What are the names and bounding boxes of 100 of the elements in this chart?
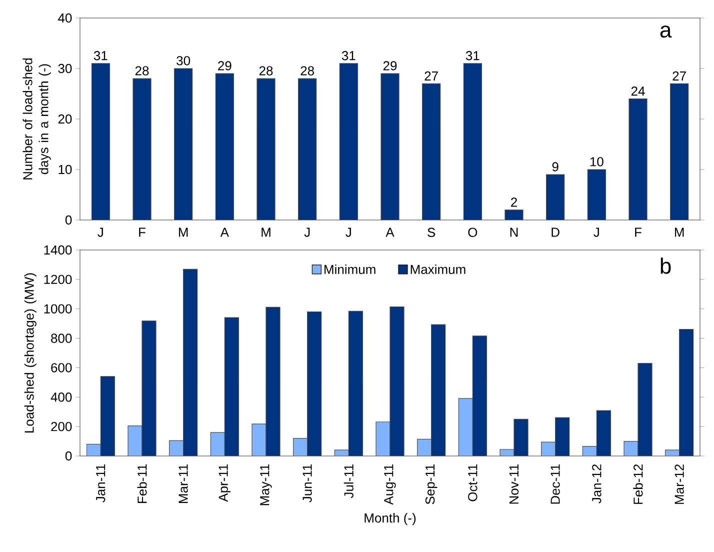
x-tick-label: M xyxy=(178,228,188,237)
x-tick-label: Jan-12 xyxy=(592,464,602,504)
data-label: 9 xyxy=(552,162,558,172)
bar xyxy=(596,410,611,456)
bar xyxy=(266,306,280,456)
bar xyxy=(514,418,528,456)
y-axis-title: Load-shed (shortage) (MW) xyxy=(24,273,36,432)
bar xyxy=(679,329,694,456)
x-tick-label: O xyxy=(468,228,478,237)
y-tick-label: 1400 xyxy=(44,245,72,255)
bar xyxy=(100,376,115,456)
y-tick-label: 0 xyxy=(65,215,72,225)
legend-label: Maximum xyxy=(410,264,466,274)
bar xyxy=(307,312,322,456)
data-label: 31 xyxy=(342,51,356,60)
legend-label: Minimum xyxy=(324,264,376,274)
x-tick-label: Jun-11 xyxy=(302,464,312,502)
bar xyxy=(380,73,400,220)
data-label: 31 xyxy=(466,51,480,60)
bar xyxy=(587,169,606,220)
y-tick-label: 30 xyxy=(58,64,72,74)
data-label: 24 xyxy=(631,86,645,96)
bar xyxy=(210,432,225,456)
data-label: 31 xyxy=(94,51,108,60)
x-tick-label: J xyxy=(304,228,310,237)
bar xyxy=(86,444,101,456)
bar xyxy=(555,417,570,456)
bar xyxy=(458,398,473,456)
bar xyxy=(142,320,156,456)
bar xyxy=(546,174,565,220)
x-tick-label: J xyxy=(98,228,103,237)
bar xyxy=(670,83,689,220)
bar xyxy=(174,68,193,220)
x-tick-label: Oct-11 xyxy=(468,464,478,502)
bar xyxy=(256,78,276,220)
annotation: a xyxy=(660,26,672,38)
x-tick-label: N xyxy=(510,228,518,237)
data-label: 2 xyxy=(511,198,517,207)
y-tick-label: 200 xyxy=(51,422,72,432)
data-label: 27 xyxy=(424,71,438,80)
bar xyxy=(348,310,363,456)
x-tick-label: F xyxy=(139,228,146,237)
bar xyxy=(169,440,184,456)
x-tick-label: D xyxy=(552,228,560,237)
annotation: b xyxy=(660,258,671,274)
x-tick-label: A xyxy=(386,228,394,237)
bar xyxy=(132,78,152,220)
x-tick-label: Nov-11 xyxy=(509,464,519,504)
bar xyxy=(339,63,358,220)
bar xyxy=(390,306,404,456)
y-tick-label: 10 xyxy=(58,164,72,174)
bar xyxy=(376,422,390,456)
bar xyxy=(541,442,556,456)
bar xyxy=(252,424,266,456)
y-tick-label: 1000 xyxy=(44,304,72,314)
bar xyxy=(463,63,482,220)
x-tick-label: Jul-11 xyxy=(344,464,354,498)
x-tick-label: A xyxy=(220,228,229,237)
bar xyxy=(638,363,652,456)
y-tick-label: 40 xyxy=(58,13,72,23)
y-axis-title: Number of load-shed days in a month (-) xyxy=(22,58,51,180)
bar xyxy=(298,78,317,220)
y-tick-label: 600 xyxy=(51,363,72,372)
data-label: 28 xyxy=(135,66,149,76)
data-label: 29 xyxy=(218,61,232,70)
x-tick-label: M xyxy=(674,228,684,237)
data-label: 29 xyxy=(383,61,397,70)
bar xyxy=(91,63,110,220)
bar xyxy=(183,268,198,456)
x-tick-label: May-11 xyxy=(260,464,272,506)
bar xyxy=(293,438,308,456)
y-tick-label: 0 xyxy=(65,451,72,461)
x-tick-label: S xyxy=(428,228,436,237)
bar xyxy=(128,426,142,456)
x-tick-label: J xyxy=(346,228,351,237)
x-tick-label: F xyxy=(635,228,642,237)
bar xyxy=(628,98,648,220)
x-tick-label: Aug-11 xyxy=(384,464,396,505)
data-label: 10 xyxy=(590,157,604,166)
data-label: 28 xyxy=(259,66,273,76)
x-tick-label: M xyxy=(262,228,270,237)
y-tick-label: 800 xyxy=(51,334,72,343)
data-label: 27 xyxy=(672,71,686,80)
x-tick-label: Jan-11 xyxy=(96,464,106,502)
bar xyxy=(417,438,432,456)
y-tick-label: 1200 xyxy=(44,274,72,284)
bar xyxy=(472,336,487,456)
x-tick-label: Apr-11 xyxy=(218,464,230,502)
x-tick-label: Mar-12 xyxy=(674,464,684,504)
x-tick-label: Mar-11 xyxy=(178,464,188,503)
x-tick-label: Sep-11 xyxy=(425,464,438,504)
bar xyxy=(422,83,441,220)
x-tick-label: Dec-11 xyxy=(550,464,560,504)
bar xyxy=(224,317,239,456)
data-label: 30 xyxy=(176,56,190,66)
y-tick-label: 20 xyxy=(58,114,72,124)
bar xyxy=(431,324,446,456)
x-axis-title: Month (-) xyxy=(364,513,416,526)
x-tick-label: Feb-11 xyxy=(137,464,147,503)
data-label: 28 xyxy=(300,66,314,76)
